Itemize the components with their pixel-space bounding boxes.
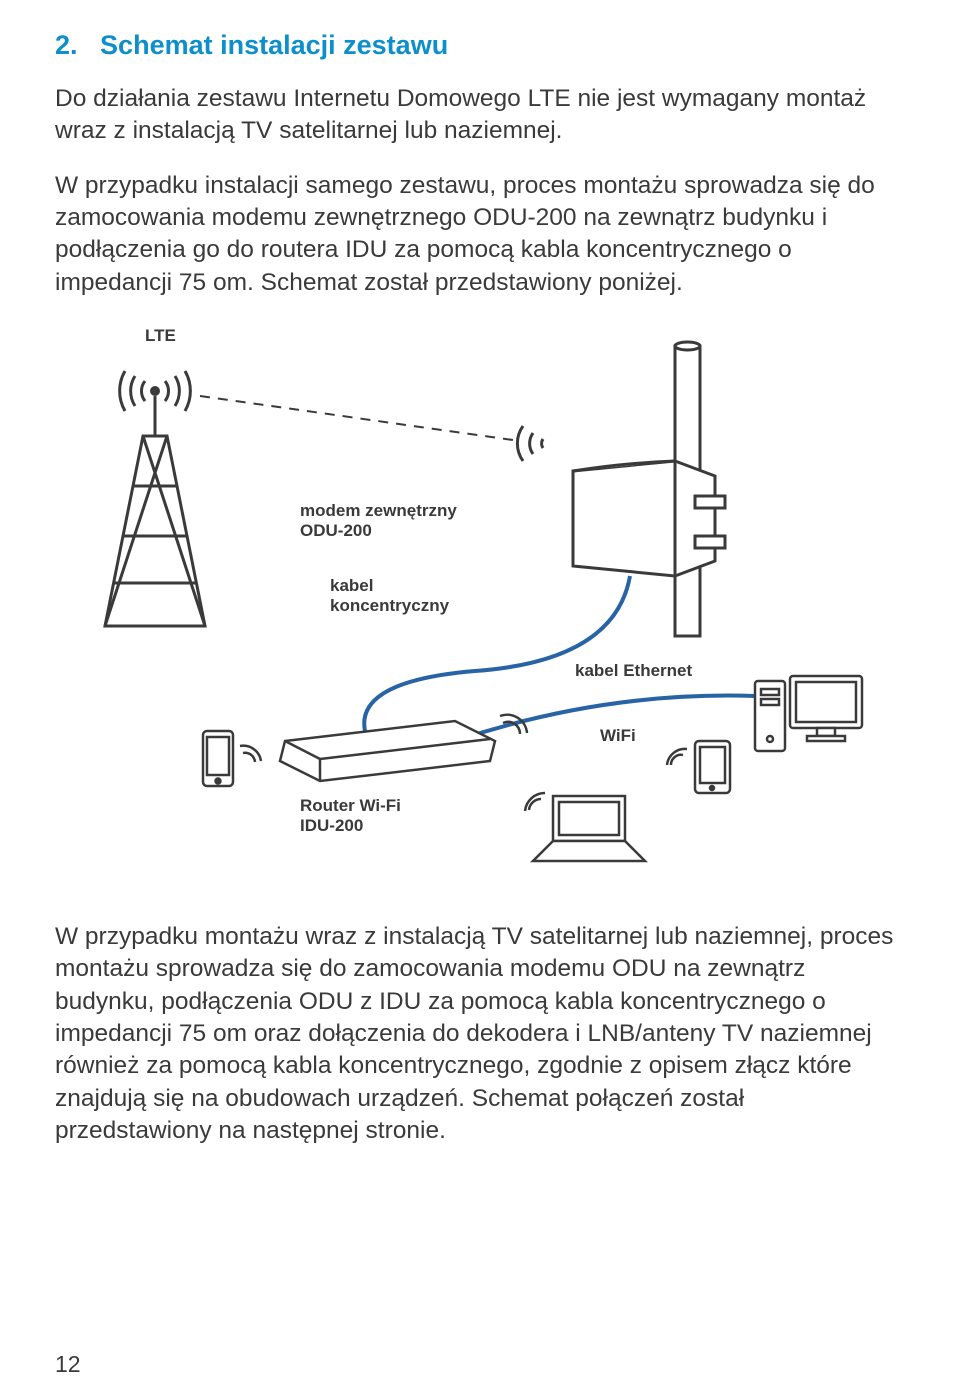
paragraph-1: Do działania zestawu Internetu Domowego …: [55, 83, 905, 148]
lte-tower-icon: [105, 396, 205, 626]
laptop-icon: [533, 796, 645, 861]
ethernet-label: kabel Ethernet: [575, 661, 692, 680]
lte-label: LTE: [145, 326, 176, 345]
modem-waves-icon: [517, 426, 543, 461]
installation-diagram: LTE modem: [55, 321, 905, 891]
paragraph-2: W przypadku instalacji samego zestawu, p…: [55, 170, 905, 299]
section-heading: 2. Schemat instalacji zestawu: [55, 30, 905, 61]
wireless-link-line: [200, 396, 520, 441]
section-title-text: Schemat instalacji zestawu: [100, 30, 448, 60]
modem-label-2: ODU-200: [300, 521, 372, 540]
smartphone-left-icon: [203, 731, 233, 786]
section-number: 2.: [55, 30, 78, 60]
laptop-waves-icon: [525, 793, 545, 811]
odu-modem-icon: [573, 461, 725, 576]
router-label-1: Router Wi-Fi: [300, 796, 401, 815]
desktop-pc-icon: [755, 676, 862, 751]
tablet-waves-icon: [667, 749, 687, 765]
coax-label-1: kabel: [330, 576, 373, 595]
router-label-2: IDU-200: [300, 816, 363, 835]
wifi-label: WiFi: [600, 726, 636, 745]
paragraph-3: W przypadku montażu wraz z instalacją TV…: [55, 921, 905, 1147]
tablet-icon: [695, 741, 730, 793]
modem-label-1: modem zewnętrzny: [300, 501, 457, 520]
coax-label-2: koncentryczny: [330, 596, 450, 615]
page-number: 12: [55, 1351, 81, 1378]
phone-left-waves-icon: [240, 746, 261, 762]
router-icon: [280, 721, 495, 781]
